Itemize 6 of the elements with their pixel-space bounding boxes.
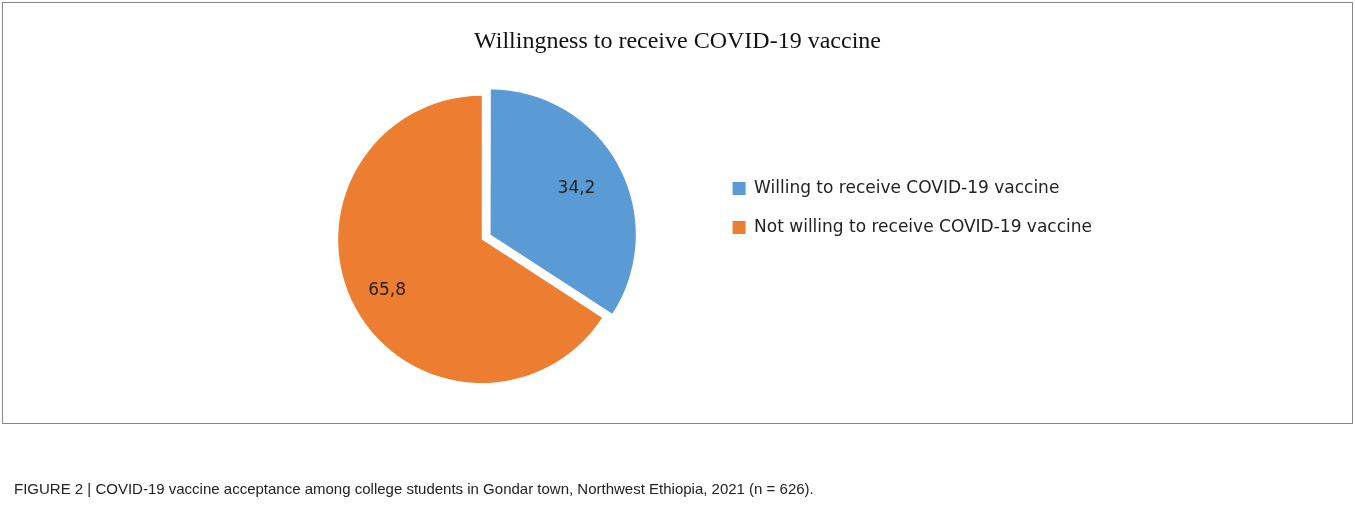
caption: FIGURE 2 | COVID-19 vaccine acceptance among college students in Gondar town, Northwest Ethiopia, 2021 (n = 626). bbox=[14, 480, 814, 497]
data-label: 34,2 bbox=[557, 176, 596, 197]
legend-label: Willing to receive COVID-19 vaccine bbox=[754, 176, 1060, 197]
legend-label: Not willing to receive COVID-19 vaccine bbox=[754, 215, 1092, 236]
data-label: 65,8 bbox=[368, 279, 407, 300]
chart-title: Willingness to receive COVID-19 vaccine bbox=[474, 26, 881, 53]
